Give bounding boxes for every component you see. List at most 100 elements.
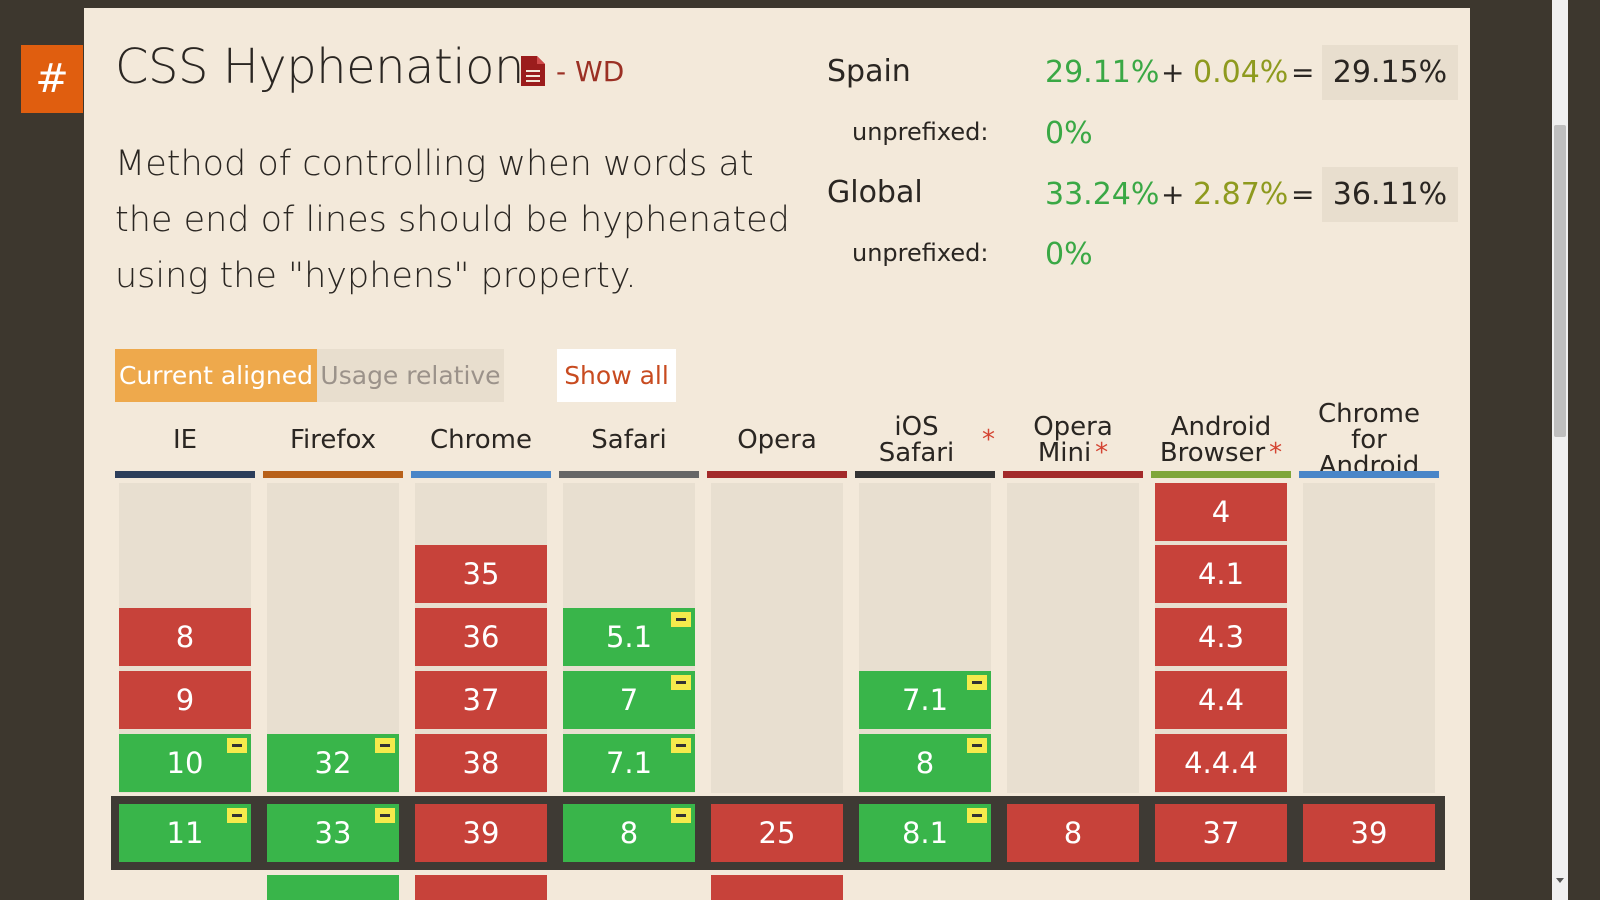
- partial-support-note-icon[interactable]: [375, 808, 395, 823]
- browser-color-bar: [707, 471, 847, 478]
- version-cell-android-4-4[interactable]: 4.4: [1155, 671, 1287, 729]
- version-cell-ie-10[interactable]: 10: [119, 734, 251, 792]
- partial-support-note-icon[interactable]: [227, 738, 247, 753]
- version-cell-chrome-37[interactable]: 37: [415, 671, 547, 729]
- version-cell-chrome-39-current[interactable]: 39: [415, 804, 547, 862]
- browser-header-chrome: Chrome: [411, 410, 551, 470]
- anchor-link[interactable]: #: [21, 45, 83, 113]
- version-cell-chrome-36[interactable]: 36: [415, 608, 547, 666]
- global-partial-support: 2.87%: [1193, 177, 1289, 212]
- version-cell-android-4-4-4[interactable]: 4.4.4: [1155, 734, 1287, 792]
- partial-support-note-icon[interactable]: [671, 808, 691, 823]
- browser-name: Chrome for: [1318, 399, 1420, 455]
- version-number: 39: [462, 816, 500, 850]
- version-cell-android-4-3[interactable]: 4.3: [1155, 608, 1287, 666]
- partial-support-note-icon[interactable]: [671, 738, 691, 753]
- browser-color-bar: [1003, 471, 1143, 478]
- version-number: 33: [314, 816, 352, 850]
- browser-header-chrome-android: Chrome for Android: [1299, 401, 1439, 479]
- version-cell-chrome-35[interactable]: 35: [415, 545, 547, 603]
- version-cell-ios-safari-7-1[interactable]: 7.1: [859, 671, 991, 729]
- browser-name: iOS Safari: [878, 412, 955, 468]
- show-all-button[interactable]: Show all: [557, 349, 676, 402]
- version-cell-chrome-future[interactable]: [415, 875, 547, 900]
- version-cell-ie-11-current[interactable]: 11: [119, 804, 251, 862]
- version-cell-safari-7[interactable]: 7: [563, 671, 695, 729]
- spain-unprefixed: 0%: [1045, 116, 1093, 151]
- browser-header-safari: Safari: [559, 410, 699, 470]
- global-full-support: 33.24%: [1045, 177, 1160, 212]
- partial-support-note-icon[interactable]: [967, 738, 987, 753]
- version-cell-safari-5-1[interactable]: 5.1: [563, 608, 695, 666]
- partial-support-note-icon[interactable]: [671, 675, 691, 690]
- version-number: 9: [175, 683, 195, 717]
- tab-usage-relative[interactable]: Usage relative: [317, 349, 504, 402]
- equals-sign: =: [1291, 56, 1315, 89]
- unprefixed-label: unprefixed:: [852, 118, 989, 146]
- spec-status[interactable]: - WD: [556, 55, 625, 88]
- browser-color-bar: [263, 471, 403, 478]
- scrollbar-thumb[interactable]: [1554, 125, 1566, 437]
- version-cell-firefox-future[interactable]: [267, 875, 399, 900]
- browser-color-bar: [115, 471, 255, 478]
- version-cell-opera-mini-8-current[interactable]: 8: [1007, 804, 1139, 862]
- global-unprefixed: 0%: [1045, 237, 1093, 272]
- version-number: 4.3: [1197, 620, 1245, 654]
- version-cell-chrome-android-39-current[interactable]: 39: [1303, 804, 1435, 862]
- browser-header-firefox: Firefox: [263, 410, 403, 470]
- spec-document-icon[interactable]: [521, 56, 545, 86]
- version-number: 5.1: [605, 620, 653, 654]
- partial-support-note-icon[interactable]: [375, 738, 395, 753]
- version-number: 37: [462, 683, 500, 717]
- version-cell-firefox-33-current[interactable]: 33: [267, 804, 399, 862]
- version-cell-ie-9[interactable]: 9: [119, 671, 251, 729]
- scroll-down-arrow-icon[interactable]: [1552, 872, 1568, 888]
- plus-sign: +: [1161, 178, 1185, 211]
- partial-support-note-icon[interactable]: [967, 808, 987, 823]
- page-title: CSS Hyphenation: [115, 39, 524, 95]
- spain-total: 29.15%: [1322, 45, 1458, 100]
- version-number: 7.1: [605, 746, 653, 780]
- tab-current-aligned[interactable]: Current aligned: [115, 349, 317, 402]
- feature-description: Method of controlling when words at the …: [115, 144, 790, 296]
- version-cell-firefox-32[interactable]: 32: [267, 734, 399, 792]
- browser-color-bar: [1151, 471, 1291, 478]
- version-number: 38: [462, 746, 500, 780]
- browser-name: Firefox: [289, 425, 377, 455]
- version-cell-chrome-38[interactable]: 38: [415, 734, 547, 792]
- partial-support-note-icon[interactable]: [227, 808, 247, 823]
- version-cell-ios-safari-8[interactable]: 8: [859, 734, 991, 792]
- browser-name: IE: [172, 425, 198, 455]
- browser-header-android-browser: Android Browser *: [1151, 410, 1291, 470]
- note-asterisk[interactable]: *: [982, 425, 995, 455]
- note-asterisk[interactable]: *: [1269, 438, 1283, 468]
- version-cell-ios-safari-8-1-current[interactable]: 8.1: [859, 804, 991, 862]
- version-number: 35: [462, 557, 500, 591]
- browser-name: Chrome: [430, 425, 532, 455]
- version-cell-opera-25-current[interactable]: 25: [711, 804, 843, 862]
- region-label-spain: Spain: [827, 54, 911, 89]
- version-number: 11: [166, 816, 204, 850]
- version-number: 36: [462, 620, 500, 654]
- browser-name-line2: Browser: [1159, 438, 1266, 468]
- partial-support-note-icon[interactable]: [967, 675, 987, 690]
- version-column-opera: [711, 483, 843, 793]
- region-label-global: Global: [827, 175, 923, 210]
- version-cell-android-4-1[interactable]: 4.1: [1155, 545, 1287, 603]
- version-number: 7.1: [901, 683, 949, 717]
- note-asterisk[interactable]: *: [1095, 438, 1109, 468]
- partial-support-note-icon[interactable]: [671, 612, 691, 627]
- version-number: 39: [1350, 816, 1388, 850]
- version-number: 8: [915, 746, 935, 780]
- version-cell-android-37-current[interactable]: 37: [1155, 804, 1287, 862]
- equals-sign: =: [1291, 178, 1315, 211]
- version-cell-safari-8-current[interactable]: 8: [563, 804, 695, 862]
- browser-header-opera: Opera: [707, 410, 847, 470]
- version-cell-ie-8[interactable]: 8: [119, 608, 251, 666]
- version-cell-android-4[interactable]: 4: [1155, 483, 1287, 541]
- version-number: 8: [619, 816, 639, 850]
- browser-name: Opera: [737, 425, 817, 455]
- version-number: 4.1: [1197, 557, 1245, 591]
- version-cell-safari-7-1[interactable]: 7.1: [563, 734, 695, 792]
- version-cell-opera-future[interactable]: [711, 875, 843, 900]
